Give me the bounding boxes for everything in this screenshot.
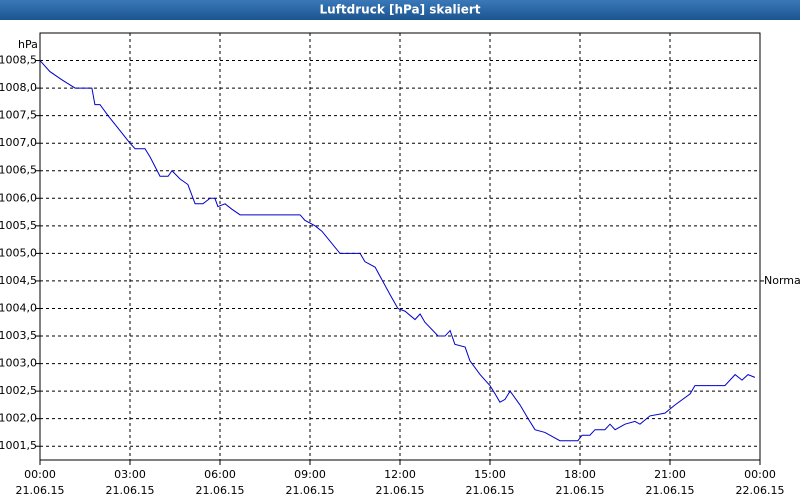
y-tick-label: 1008,0 <box>0 81 37 94</box>
x-tick-label: 15:00 <box>474 468 506 481</box>
y-tick-label: 1001,5 <box>0 439 37 452</box>
x-tick-label: 00:00 <box>24 468 56 481</box>
y-tick-label: 1003,5 <box>0 329 37 342</box>
y-tick-label: 1004,5 <box>0 274 37 287</box>
chart-title: Luftdruck [hPa] skaliert <box>320 3 481 17</box>
x-tick-date: 21.06.15 <box>646 484 695 497</box>
x-tick-label: 00:00 <box>744 468 776 481</box>
y-tick-label: 1008,5 <box>0 54 37 67</box>
x-tick-date: 21.06.15 <box>286 484 335 497</box>
x-tick-date: 21.06.15 <box>466 484 515 497</box>
x-tick-date: 21.06.15 <box>16 484 65 497</box>
x-tick-label: 12:00 <box>384 468 416 481</box>
x-tick-label: 21:00 <box>654 468 686 481</box>
y-tick-label: 1007,0 <box>0 136 37 149</box>
y-tick-label: 1004,0 <box>0 301 37 314</box>
x-tick-label: 09:00 <box>294 468 326 481</box>
y-tick-label: 1005,0 <box>0 246 37 259</box>
annotation-label: Normal <box>764 274 800 287</box>
y-tick-label: 1006,5 <box>0 164 37 177</box>
y-tick-label: 1006,0 <box>0 191 37 204</box>
y-tick-label: 1003,0 <box>0 357 37 370</box>
y-tick-label: 1002,0 <box>0 412 37 425</box>
x-tick-date: 22.06.15 <box>736 484 785 497</box>
data-line <box>39 60 756 442</box>
y-tick-label: 1005,5 <box>0 219 37 232</box>
x-tick-label: 03:00 <box>114 468 146 481</box>
y-tick-label: 1007,5 <box>0 109 37 122</box>
x-tick-date: 21.06.15 <box>106 484 155 497</box>
x-tick-label: 06:00 <box>204 468 236 481</box>
y-unit-label: hPa <box>18 38 38 51</box>
x-tick-label: 18:00 <box>564 468 596 481</box>
x-tick-date: 21.06.15 <box>556 484 605 497</box>
y-tick-label: 1002,5 <box>0 384 37 397</box>
title-bar <box>0 0 800 20</box>
x-tick-date: 21.06.15 <box>376 484 425 497</box>
x-tick-date: 21.06.15 <box>196 484 245 497</box>
